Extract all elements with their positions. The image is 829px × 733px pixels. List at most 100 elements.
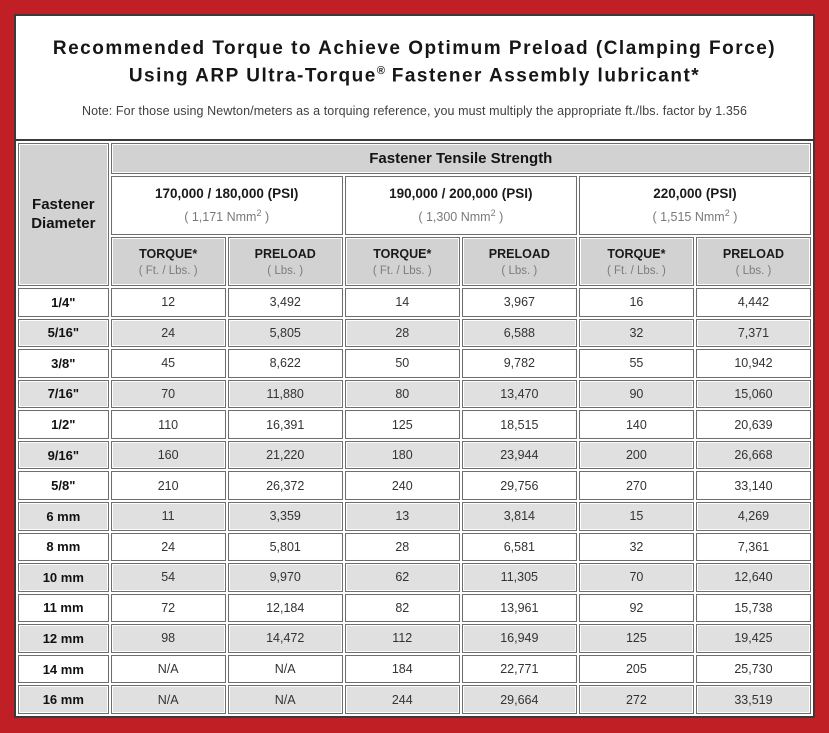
preload-value-cell: 9,970 xyxy=(227,563,343,592)
preload-hdr-main-1: PRELOAD xyxy=(254,246,316,261)
torque-value-cell: N/A xyxy=(110,654,226,684)
preload-value-cell: 8,622 xyxy=(227,349,343,378)
title-block: Recommended Torque to Achieve Optimum Pr… xyxy=(16,16,813,139)
torque-value-cell: 125 xyxy=(344,410,460,439)
fastener-diameter-cell: 7/16" xyxy=(18,379,109,409)
preload-value-cell: 5,801 xyxy=(227,532,343,562)
torque-spec-table: Fastener Diameter Fastener Tensile Stren… xyxy=(16,141,813,716)
preload-value-cell: 6,588 xyxy=(461,318,577,348)
nmm-value-group1: ( 1,171 Nmm2 ) xyxy=(114,208,340,224)
title-suffix-text: Fastener Assembly lubricant* xyxy=(384,65,701,87)
preload-value-cell: 16,391 xyxy=(227,410,343,439)
preload-value-cell: 16,949 xyxy=(461,624,577,653)
fastener-diameter-cell: 10 mm xyxy=(18,563,109,592)
preload-value-cell: 11,880 xyxy=(227,379,343,409)
fastener-diameter-cell: 11 mm xyxy=(18,593,109,623)
preload-hdr-sub-2: ( Lbs. ) xyxy=(501,264,538,277)
torque-value-cell: 205 xyxy=(578,654,694,684)
fastener-diameter-cell: 8 mm xyxy=(18,532,109,562)
preload-value-cell: 20,639 xyxy=(695,410,811,439)
table-row: 5/16" 24 5,805 28 6,588 32 7,371 xyxy=(18,318,811,348)
torque-value-cell: 50 xyxy=(344,349,460,378)
torque-value-cell: 13 xyxy=(344,501,460,531)
torque-value-cell: 72 xyxy=(110,593,226,623)
preload-value-cell: 23,944 xyxy=(461,440,577,470)
preload-value-cell: 33,140 xyxy=(695,471,811,500)
table-row: 14 mm N/A N/A 184 22,771 205 25,730 xyxy=(18,654,811,684)
preload-value-cell: N/A xyxy=(227,654,343,684)
torque-column-header-2: TORQUE* ( Ft. / Lbs. ) xyxy=(344,237,460,286)
table-row: 16 mm N/A N/A 244 29,664 272 33,519 xyxy=(18,685,811,714)
psi-header-row: 170,000 / 180,000 (PSI) ( 1,171 Nmm2 ) 1… xyxy=(18,176,811,235)
nmm-post-1: ) xyxy=(261,210,270,225)
preload-value-cell: 12,184 xyxy=(227,593,343,623)
torque-value-cell: 184 xyxy=(344,654,460,684)
preload-value-cell: 13,961 xyxy=(461,593,577,623)
column-header-row: TORQUE* ( Ft. / Lbs. ) PRELOAD ( Lbs. ) … xyxy=(18,237,811,286)
fastener-diameter-header: Fastener Diameter xyxy=(18,143,109,286)
nmm-pre-2: ( 1,300 Nmm xyxy=(418,210,491,225)
torque-table-wrap: Fastener Diameter Fastener Tensile Stren… xyxy=(16,139,813,716)
preload-hdr-sub-3: ( Lbs. ) xyxy=(735,264,772,277)
preload-value-cell: 22,771 xyxy=(461,654,577,684)
torque-value-cell: N/A xyxy=(110,685,226,714)
table-row: 12 mm 98 14,472 112 16,949 125 19,425 xyxy=(18,624,811,653)
torque-hdr-sub-1: ( Ft. / Lbs. ) xyxy=(138,264,198,277)
preload-value-cell: 26,372 xyxy=(227,471,343,500)
preload-value-cell: 11,305 xyxy=(461,563,577,592)
group-header-row: Fastener Diameter Fastener Tensile Stren… xyxy=(18,143,811,286)
preload-column-header-2: PRELOAD ( Lbs. ) xyxy=(461,237,577,286)
nmm-value-group2: ( 1,300 Nmm2 ) xyxy=(348,208,574,224)
table-body: 1/4" 12 3,492 14 3,967 16 4,442 5/16" 24 5,805 28 6… xyxy=(18,288,811,714)
nmm-post-3: ) xyxy=(729,210,738,225)
torque-value-cell: 82 xyxy=(344,593,460,623)
torque-value-cell: 32 xyxy=(578,532,694,562)
torque-value-cell: 12 xyxy=(110,288,226,317)
fastener-diameter-cell: 6 mm xyxy=(18,501,109,531)
psi-value-group2: 190,000 / 200,000 (PSI) xyxy=(389,186,533,202)
psi-header-group3: 220,000 (PSI) ( 1,515 Nmm2 ) xyxy=(578,176,811,235)
psi-value-group1: 170,000 / 180,000 (PSI) xyxy=(154,186,299,202)
torque-value-cell: 110 xyxy=(110,410,226,439)
torque-column-header-1: TORQUE* ( Ft. / Lbs. ) xyxy=(110,237,226,286)
table-row: 5/8" 210 26,372 240 29,756 270 33,140 xyxy=(18,471,811,500)
preload-value-cell: 19,425 xyxy=(695,624,811,653)
fastener-diameter-cell: 5/16" xyxy=(18,318,109,348)
nmm-sup-3: 2 xyxy=(724,208,730,219)
torque-value-cell: 28 xyxy=(344,532,460,562)
torque-value-cell: 11 xyxy=(110,501,226,531)
torque-value-cell: 14 xyxy=(344,288,460,317)
corner-label-line1: Fastener xyxy=(32,195,95,213)
preload-value-cell: 3,814 xyxy=(461,501,577,531)
preload-value-cell: 15,738 xyxy=(695,593,811,623)
torque-value-cell: 54 xyxy=(110,563,226,592)
page-title-line2: Using ARP Ultra-Torque® Fastener Assembl… xyxy=(16,65,813,87)
nmm-pre-3: ( 1,515 Nmm xyxy=(652,210,725,225)
preload-value-cell: 10,942 xyxy=(695,349,811,378)
torque-hdr-main-3: TORQUE* xyxy=(607,246,666,261)
table-row: 6 mm 11 3,359 13 3,814 15 4,269 xyxy=(18,501,811,531)
torque-value-cell: 92 xyxy=(578,593,694,623)
torque-value-cell: 160 xyxy=(110,440,226,470)
table-row: 11 mm 72 12,184 82 13,961 92 15,738 xyxy=(18,593,811,623)
preload-value-cell: 14,472 xyxy=(227,624,343,653)
preload-column-header-1: PRELOAD ( Lbs. ) xyxy=(227,237,343,286)
tensile-strength-header: Fastener Tensile Strength xyxy=(110,143,811,174)
torque-value-cell: 24 xyxy=(110,532,226,562)
torque-value-cell: 45 xyxy=(110,349,226,378)
nmm-value-group3: ( 1,515 Nmm2 ) xyxy=(582,208,808,224)
torque-value-cell: 112 xyxy=(344,624,460,653)
preload-value-cell: 29,756 xyxy=(461,471,577,500)
fastener-diameter-cell: 12 mm xyxy=(18,624,109,653)
psi-header-group2: 190,000 / 200,000 (PSI) ( 1,300 Nmm2 ) xyxy=(344,176,577,235)
table-row: 8 mm 24 5,801 28 6,581 32 7,361 xyxy=(18,532,811,562)
nmm-sup-2: 2 xyxy=(490,208,496,219)
table-row: 1/4" 12 3,492 14 3,967 16 4,442 xyxy=(18,288,811,317)
title-brand-text: Using ARP Ultra-Torque xyxy=(128,65,377,87)
torque-hdr-main-1: TORQUE* xyxy=(139,246,198,261)
torque-value-cell: 62 xyxy=(344,563,460,592)
torque-column-header-3: TORQUE* ( Ft. / Lbs. ) xyxy=(578,237,694,286)
torque-value-cell: 210 xyxy=(110,471,226,500)
fastener-diameter-cell: 14 mm xyxy=(18,654,109,684)
